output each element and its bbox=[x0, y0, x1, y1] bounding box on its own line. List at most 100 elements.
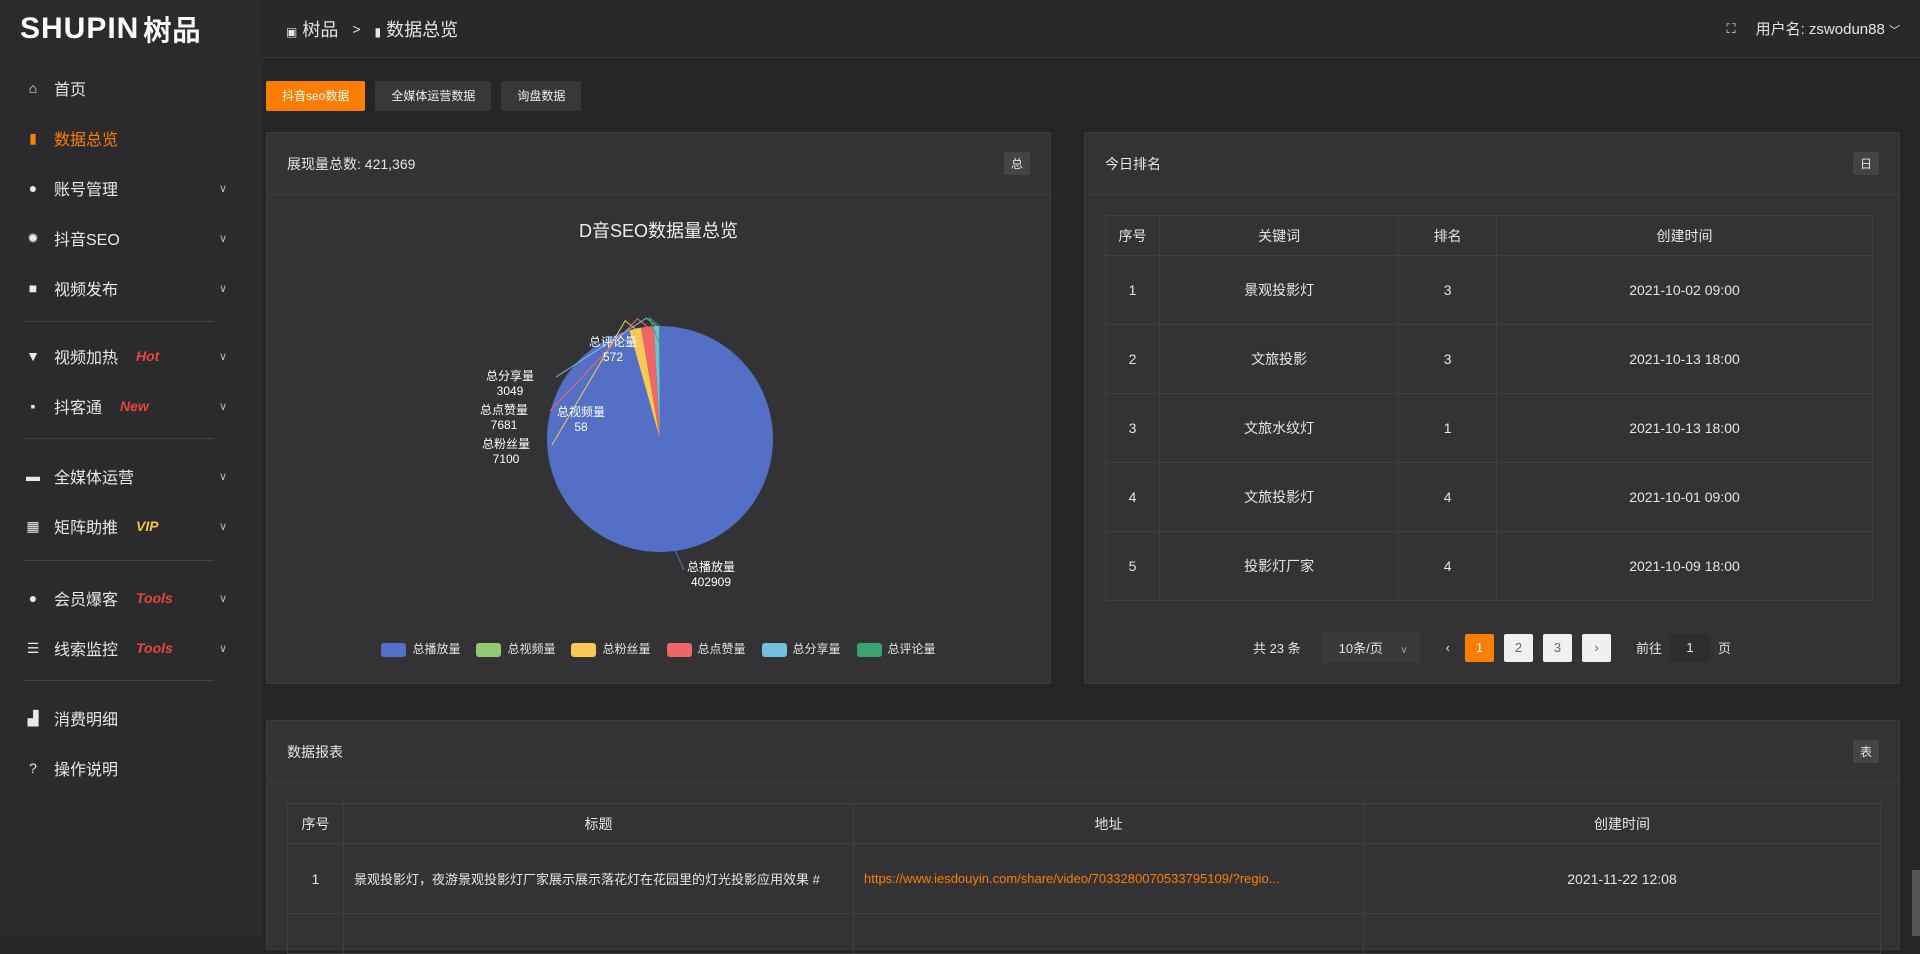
legend-item[interactable]: 总分享量 bbox=[761, 640, 841, 657]
card-tag-button[interactable]: 总 bbox=[1003, 152, 1030, 175]
table-cell: 3 bbox=[1105, 393, 1160, 463]
sidebar-item-label: 视频发布 bbox=[54, 282, 119, 299]
legend-item[interactable]: 总视频量 bbox=[476, 640, 555, 657]
pie-slice[interactable] bbox=[653, 326, 660, 439]
legend-item[interactable]: 总点赞量 bbox=[666, 640, 746, 657]
divider bbox=[24, 680, 214, 681]
table-cell: 1 bbox=[287, 843, 344, 914]
fullscreen-icon[interactable]: ⛶ bbox=[1726, 20, 1736, 36]
divider bbox=[24, 560, 214, 561]
pie-slice[interactable] bbox=[629, 330, 660, 439]
chart-title: D音SEO数据量总览 bbox=[578, 221, 738, 241]
card-title: 展现量总数: 421,369 bbox=[287, 155, 416, 172]
tab-inquiry[interactable]: 询盘数据 bbox=[501, 81, 582, 111]
label-leader-line bbox=[549, 318, 648, 412]
legend-item[interactable]: 总播放量 bbox=[381, 640, 460, 657]
sidebar-item[interactable]: ⌂ 首页 bbox=[0, 63, 263, 113]
logo-cn: 树品 bbox=[143, 15, 202, 46]
sidebar-item[interactable]: ■ 视频发布 ∨ bbox=[0, 263, 263, 313]
label-leader-line bbox=[551, 320, 636, 446]
sidebar-item[interactable]: ✹ 抖音SEO ∨ bbox=[0, 213, 263, 263]
table-cell: 投影灯厂家 bbox=[1158, 531, 1400, 601]
pie-data-label: 总分享量 3049 bbox=[486, 369, 534, 399]
sidebar-item[interactable]: ? 操作说明 bbox=[0, 743, 263, 793]
tab-all-media[interactable]: 全媒体运营数据 bbox=[375, 81, 492, 111]
sidebar-item-label: 矩阵助推 bbox=[54, 520, 119, 537]
breadcrumb-label: 树品 bbox=[302, 19, 339, 40]
sidebar: SHUPIN 树品 ⌂ 首页 ▮ 数据总览 ● 账号管理 ∨ ✹ 抖音SEO ∨ ■ 视频发布 ∨ ▼ 视频加… bbox=[0, 0, 263, 936]
pie-card: 展现量总数: 421,369 总 D音SEO数据量总览 总播放量 402909 总视频… bbox=[266, 132, 1051, 684]
user-menu[interactable]: 用户名: zswodun88 ﹀ bbox=[1756, 18, 1900, 39]
legend-swatch bbox=[381, 642, 407, 657]
table-row: 1 景观投影灯，夜游景观投影灯厂家展示展示落花灯在花园里的灯光投影应用效果 # … bbox=[287, 843, 1881, 914]
table-cell: 1 bbox=[1105, 255, 1160, 325]
pie-slice[interactable] bbox=[641, 326, 660, 439]
tab-douyin-seo[interactable]: 抖音seo数据 bbox=[266, 81, 366, 111]
chevron-down-icon: ∨ bbox=[218, 232, 227, 245]
sidebar-item[interactable]: ▦ 矩阵助推 VIP ∨ bbox=[0, 501, 263, 551]
gear-icon: ✹ bbox=[27, 229, 39, 246]
legend-label: 总点赞量 bbox=[697, 642, 746, 656]
logo[interactable]: SHUPIN 树品 bbox=[0, 0, 263, 58]
pie-chart bbox=[547, 316, 773, 571]
prev-page-button[interactable]: ‹ bbox=[1445, 640, 1451, 655]
legend-label: 总播放量 bbox=[412, 642, 461, 656]
page-button[interactable]: 3 bbox=[1543, 633, 1573, 662]
next-page-button[interactable]: › bbox=[1582, 633, 1612, 662]
table-row: 2 文旅投影 3 2021-10-13 18:00 bbox=[1105, 324, 1873, 394]
slice-value: 572 bbox=[602, 350, 624, 364]
tab-bar: 抖音seo数据 全媒体运营数据 询盘数据 bbox=[266, 81, 582, 111]
column-header: 关键词 bbox=[1158, 215, 1400, 256]
desktop-icon: ▬ bbox=[26, 468, 40, 484]
label-leader-line bbox=[555, 317, 657, 378]
pie-data-label: 总播放量 402909 bbox=[687, 560, 735, 590]
table-row: 4 文旅投影灯 4 2021-10-01 09:00 bbox=[1105, 462, 1873, 532]
page-size-select[interactable]: 10条/页 ∨ bbox=[1320, 632, 1420, 663]
scrollbar[interactable] bbox=[1912, 870, 1920, 936]
breadcrumb-label: 数据总览 bbox=[386, 19, 459, 40]
slice-name: 总评论量 bbox=[589, 335, 638, 349]
report-card: 数据报表 表 序号 标题 地址 创建时间 1 景观投影灯，夜游景观投影灯厂家展示展示落花… bbox=[266, 720, 1900, 954]
sidebar-item[interactable]: ● 账号管理 ∨ bbox=[0, 163, 263, 213]
sidebar-item-label: 操作说明 bbox=[54, 762, 119, 779]
url-link[interactable]: https://www.iesdouyin.com/share/video/70… bbox=[853, 843, 1364, 914]
card-header: 数据报表 表 bbox=[267, 721, 1899, 783]
column-header: 地址 bbox=[853, 803, 1364, 844]
table-cell: 2021-10-09 18:00 bbox=[1496, 531, 1873, 601]
sidebar-item[interactable]: ▮ 数据总览 bbox=[0, 113, 263, 163]
sidebar-item[interactable]: ▼ 视频加热 Hot ∨ bbox=[0, 331, 263, 381]
sidebar-item[interactable]: ▪ 抖客通 New ∨ bbox=[0, 381, 263, 431]
column-header: 序号 bbox=[1105, 215, 1160, 256]
report-table: 序号 标题 地址 创建时间 1 景观投影灯，夜游景观投影灯厂家展示展示落花灯在花园里的… bbox=[287, 803, 1881, 954]
goto-page-input[interactable]: 1 bbox=[1670, 633, 1711, 662]
legend-item[interactable]: 总粉丝量 bbox=[571, 640, 651, 657]
sidebar-item[interactable]: ● 会员爆客 Tools ∨ bbox=[0, 573, 263, 623]
user-icon: ● bbox=[28, 180, 38, 196]
sidebar-item-label: 首页 bbox=[54, 82, 87, 99]
table-cell: 文旅投影灯 bbox=[1158, 462, 1400, 532]
page-button[interactable]: 1 bbox=[1465, 633, 1495, 662]
table-cell: 3 bbox=[1398, 255, 1498, 325]
legend-item[interactable]: 总评论量 bbox=[856, 640, 936, 657]
card-tag-button[interactable]: 日 bbox=[1852, 152, 1879, 175]
page-button[interactable]: 2 bbox=[1504, 633, 1534, 662]
pie-data-label: 总评论量 572 bbox=[589, 335, 637, 365]
sidebar-item-label: 抖音SEO bbox=[54, 232, 120, 249]
table-cell: 文旅投影 bbox=[1158, 324, 1400, 394]
chevron-down-icon: ∨ bbox=[218, 400, 227, 413]
chat-icon: ▪ bbox=[30, 398, 36, 414]
pie-slice[interactable] bbox=[629, 327, 660, 439]
card-tag-button[interactable]: 表 bbox=[1852, 740, 1879, 763]
sidebar-badge: Tools bbox=[136, 590, 173, 606]
table-row bbox=[287, 913, 1881, 954]
breadcrumb-home[interactable]: ▣ 树品 bbox=[286, 16, 338, 42]
sidebar-item[interactable]: ▟ 消费明细 bbox=[0, 693, 263, 743]
table-row: 3 文旅水纹灯 1 2021-10-13 18:00 bbox=[1105, 393, 1873, 463]
sidebar-item[interactable]: ☰ 线索监控 Tools ∨ bbox=[0, 623, 263, 673]
sidebar-item[interactable]: ▬ 全媒体运营 ∨ bbox=[0, 451, 263, 501]
ranking-table: 序号 关键词 排名 创建时间 1 景观投影灯 3 2021-10-02 09:00 2 文旅投影… bbox=[1105, 215, 1873, 601]
column-header: 排名 bbox=[1398, 215, 1498, 256]
breadcrumb-current: ▮ 数据总览 bbox=[375, 16, 459, 42]
page-suffix: 页 bbox=[1718, 641, 1732, 656]
